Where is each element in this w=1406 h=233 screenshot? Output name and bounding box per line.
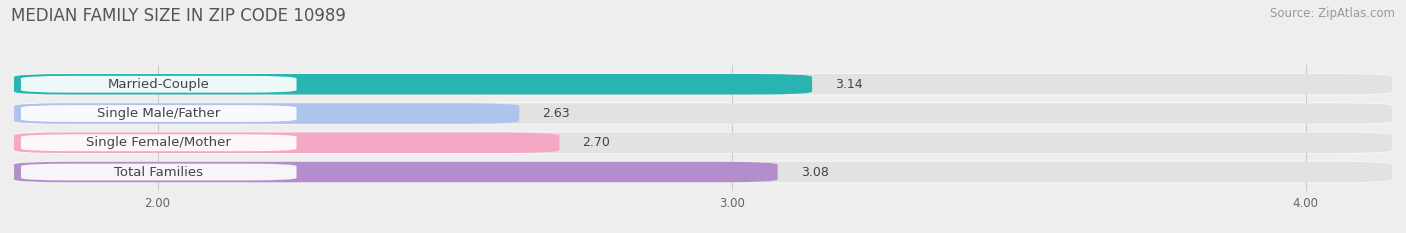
FancyBboxPatch shape xyxy=(14,131,1392,154)
FancyBboxPatch shape xyxy=(14,103,1392,124)
Text: 3.08: 3.08 xyxy=(800,165,828,178)
FancyBboxPatch shape xyxy=(14,74,813,95)
Text: Single Female/Mother: Single Female/Mother xyxy=(86,136,231,149)
FancyBboxPatch shape xyxy=(14,102,1392,125)
FancyBboxPatch shape xyxy=(14,103,519,124)
Text: Source: ZipAtlas.com: Source: ZipAtlas.com xyxy=(1270,7,1395,20)
Text: 2.63: 2.63 xyxy=(543,107,569,120)
Text: 3.14: 3.14 xyxy=(835,78,863,91)
FancyBboxPatch shape xyxy=(14,162,778,182)
FancyBboxPatch shape xyxy=(14,161,1392,183)
FancyBboxPatch shape xyxy=(21,134,297,151)
FancyBboxPatch shape xyxy=(21,76,297,93)
Text: Married-Couple: Married-Couple xyxy=(108,78,209,91)
FancyBboxPatch shape xyxy=(14,73,1392,96)
FancyBboxPatch shape xyxy=(21,105,297,122)
FancyBboxPatch shape xyxy=(14,133,560,153)
Text: Single Male/Father: Single Male/Father xyxy=(97,107,221,120)
Text: Total Families: Total Families xyxy=(114,165,204,178)
Text: MEDIAN FAMILY SIZE IN ZIP CODE 10989: MEDIAN FAMILY SIZE IN ZIP CODE 10989 xyxy=(11,7,346,25)
FancyBboxPatch shape xyxy=(14,133,1392,153)
FancyBboxPatch shape xyxy=(14,162,1392,182)
Text: 2.70: 2.70 xyxy=(582,136,610,149)
FancyBboxPatch shape xyxy=(14,74,1392,95)
FancyBboxPatch shape xyxy=(21,164,297,180)
